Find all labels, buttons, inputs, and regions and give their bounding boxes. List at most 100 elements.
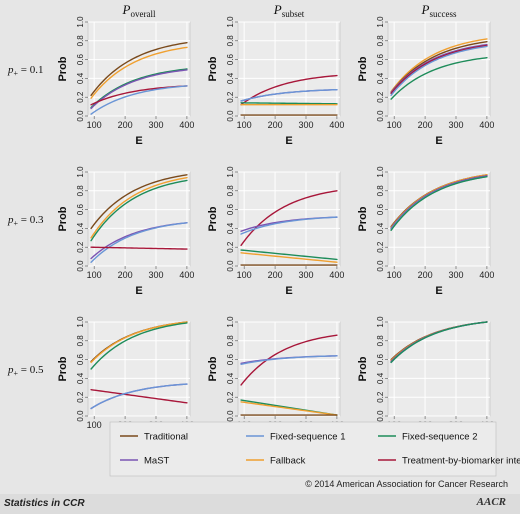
y-tick-label: 0.8 xyxy=(376,335,385,347)
x-tick-label: 400 xyxy=(329,270,344,280)
series-line xyxy=(90,246,188,250)
y-tick-label: 0.8 xyxy=(226,185,235,197)
y-tick-label: 1.0 xyxy=(376,166,385,178)
y-tick-label: 0.4 xyxy=(76,222,85,234)
panel-background xyxy=(387,321,491,417)
y-tick-label: 0.6 xyxy=(226,203,235,215)
x-tick-label: 200 xyxy=(118,120,133,130)
y-tick-label: 0.8 xyxy=(376,185,385,197)
legend: Traditional Fixed-sequence 1 Fixed-sequenc… xyxy=(109,421,520,477)
x-axis-label: E xyxy=(285,135,292,147)
series-line xyxy=(390,176,488,231)
panel-background xyxy=(387,21,491,117)
x-axis-label: E xyxy=(135,135,142,147)
y-axis-label: Prob xyxy=(357,56,369,81)
series-line xyxy=(240,102,338,105)
series-line xyxy=(90,176,188,239)
x-tick-label: 400 xyxy=(479,270,494,280)
x-tick-label: 400 xyxy=(179,120,194,130)
y-tick-label: 0.4 xyxy=(226,72,235,84)
y-tick-label: 0.2 xyxy=(376,241,385,253)
x-axis-label: E xyxy=(135,285,142,297)
y-tick-label: 0.0 xyxy=(76,260,85,272)
series-line xyxy=(90,322,188,370)
series-line xyxy=(240,252,338,263)
series-line xyxy=(240,249,338,261)
series-line xyxy=(390,45,488,97)
x-axis-label: E xyxy=(285,285,292,297)
y-tick-label: 0.4 xyxy=(226,372,235,384)
x-axis-label: E xyxy=(435,135,442,147)
x-tick-label: 100 xyxy=(387,270,402,280)
series-line xyxy=(390,44,488,95)
y-tick-label: 0.6 xyxy=(376,53,385,65)
x-tick-label: 200 xyxy=(268,120,283,130)
column-title: Psuccess xyxy=(421,2,457,19)
y-tick-label: 0.4 xyxy=(376,372,385,384)
series-line xyxy=(90,68,188,109)
x-tick-label: 300 xyxy=(298,270,313,280)
y-tick-label: 0.2 xyxy=(226,391,235,403)
x-tick-label: 100 xyxy=(387,120,402,130)
x-tick-label: 300 xyxy=(148,120,163,130)
legend-box xyxy=(109,421,497,477)
y-tick-label: 0.6 xyxy=(226,353,235,365)
row-label: p+ = 0.3 xyxy=(7,214,44,228)
y-axis-label: Prob xyxy=(57,56,69,81)
panel-background xyxy=(237,21,341,117)
y-tick-label: 1.0 xyxy=(76,316,85,328)
y-tick-label: 0.0 xyxy=(226,110,235,122)
x-tick-label: 200 xyxy=(268,270,283,280)
y-tick-label: 0.2 xyxy=(76,391,85,403)
y-tick-label: 1.0 xyxy=(226,166,235,178)
series-line xyxy=(90,179,188,242)
series-line xyxy=(240,355,338,365)
y-tick-label: 0.6 xyxy=(76,353,85,365)
y-tick-label: 0.8 xyxy=(226,335,235,347)
y-tick-label: 1.0 xyxy=(376,16,385,28)
series-line xyxy=(240,401,338,416)
y-tick-label: 0.8 xyxy=(226,35,235,47)
y-tick-label: 0.0 xyxy=(226,260,235,272)
footer-bar xyxy=(0,494,520,514)
series-line xyxy=(390,57,488,100)
legend-label: Fixed-sequence 2 xyxy=(402,432,478,443)
series-line xyxy=(240,88,338,102)
x-tick-label: 200 xyxy=(418,270,433,280)
y-tick-label: 0.8 xyxy=(376,35,385,47)
series-line xyxy=(90,383,188,410)
x-tick-label: 100 xyxy=(237,120,252,130)
y-axis-label: Prob xyxy=(207,56,219,81)
series-line xyxy=(90,69,188,110)
y-axis-label: Prob xyxy=(207,206,219,231)
x-tick-label: 200 xyxy=(118,270,133,280)
column-title: Poverall xyxy=(122,2,156,19)
series-line xyxy=(90,41,188,97)
y-tick-label: 1.0 xyxy=(76,166,85,178)
legend-label: Fallback xyxy=(270,456,306,467)
panel-background xyxy=(87,21,191,117)
y-tick-label: 1.0 xyxy=(76,16,85,28)
series-line xyxy=(90,388,188,404)
row-label: p+ = 0.5 xyxy=(7,364,44,378)
y-tick-label: 0.0 xyxy=(376,260,385,272)
y-tick-label: 0.0 xyxy=(226,410,235,422)
y-tick-label: 0.6 xyxy=(226,53,235,65)
y-axis-label: Prob xyxy=(57,356,69,381)
y-tick-label: 0.6 xyxy=(76,53,85,65)
y-axis-label: Prob xyxy=(207,356,219,381)
copyright-text: © 2014 American Association for Cancer R… xyxy=(305,479,508,489)
y-tick-label: 0.2 xyxy=(76,91,85,103)
x-tick-label: 200 xyxy=(418,120,433,130)
y-tick-label: 1.0 xyxy=(376,316,385,328)
y-tick-label: 1.0 xyxy=(226,316,235,328)
